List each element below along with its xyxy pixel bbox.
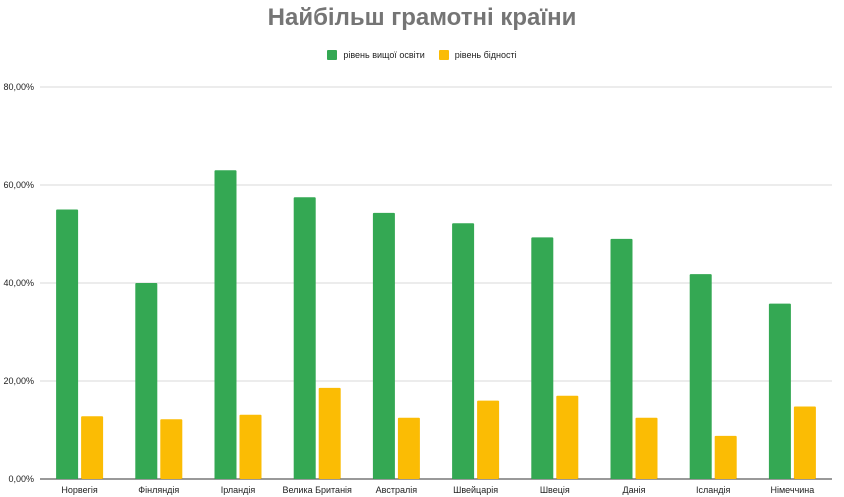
legend-swatch-poverty [438, 50, 449, 60]
bar-poverty [318, 387, 341, 479]
chart-title: Найбільш грамотні країни [267, 4, 577, 31]
y-tick-label: 0,00% [8, 474, 34, 484]
legend-label-higher-education: рівень вищої освіти [343, 50, 425, 60]
x-tick-label: Велика Британія [282, 485, 352, 495]
bar-higher-education [293, 197, 316, 479]
bar-poverty [714, 435, 737, 479]
x-tick-label: Ірландія [221, 485, 256, 495]
bar-poverty [239, 414, 262, 479]
bar-higher-education [56, 209, 79, 479]
bar-higher-education [531, 237, 554, 479]
bar-higher-education [372, 212, 395, 479]
bar-poverty [635, 417, 658, 479]
bar-poverty [160, 419, 183, 479]
x-tick-label: Швейцарія [453, 485, 498, 495]
bar-poverty [81, 416, 104, 479]
bar-poverty [793, 406, 816, 479]
y-tick-label: 60,00% [3, 180, 34, 190]
x-tick-label: Фінляндія [138, 485, 179, 495]
bar-higher-education [768, 303, 791, 479]
legend-label-poverty: рівень бідності [454, 50, 517, 60]
y-tick-label: 40,00% [3, 278, 34, 288]
x-tick-label: Ісландія [696, 485, 730, 495]
legend-swatch-higher-education [327, 50, 338, 60]
x-tick-label: Швеція [540, 485, 570, 495]
legend-item-higher-education[interactable]: рівень вищої освіти [327, 50, 425, 60]
x-tick-label: Австралія [376, 485, 418, 495]
bar-poverty [556, 395, 579, 479]
x-tick-label: Данія [623, 485, 646, 495]
bar-higher-education [452, 223, 475, 479]
bar-higher-education [214, 170, 237, 480]
y-tick-label: 20,00% [3, 376, 34, 386]
bar-higher-education [135, 283, 158, 479]
y-tick-label: 80,00% [3, 82, 34, 92]
x-tick-label: Німеччина [771, 485, 815, 495]
bar-higher-education [610, 238, 633, 479]
bar-poverty [397, 417, 420, 479]
bar-poverty [477, 400, 500, 479]
x-tick-label: Норвегія [61, 485, 97, 495]
legend-item-poverty[interactable]: рівень бідності [438, 50, 517, 60]
bar-higher-education [689, 274, 712, 479]
legend: рівень вищої освіти рівень бідності [0, 50, 844, 60]
